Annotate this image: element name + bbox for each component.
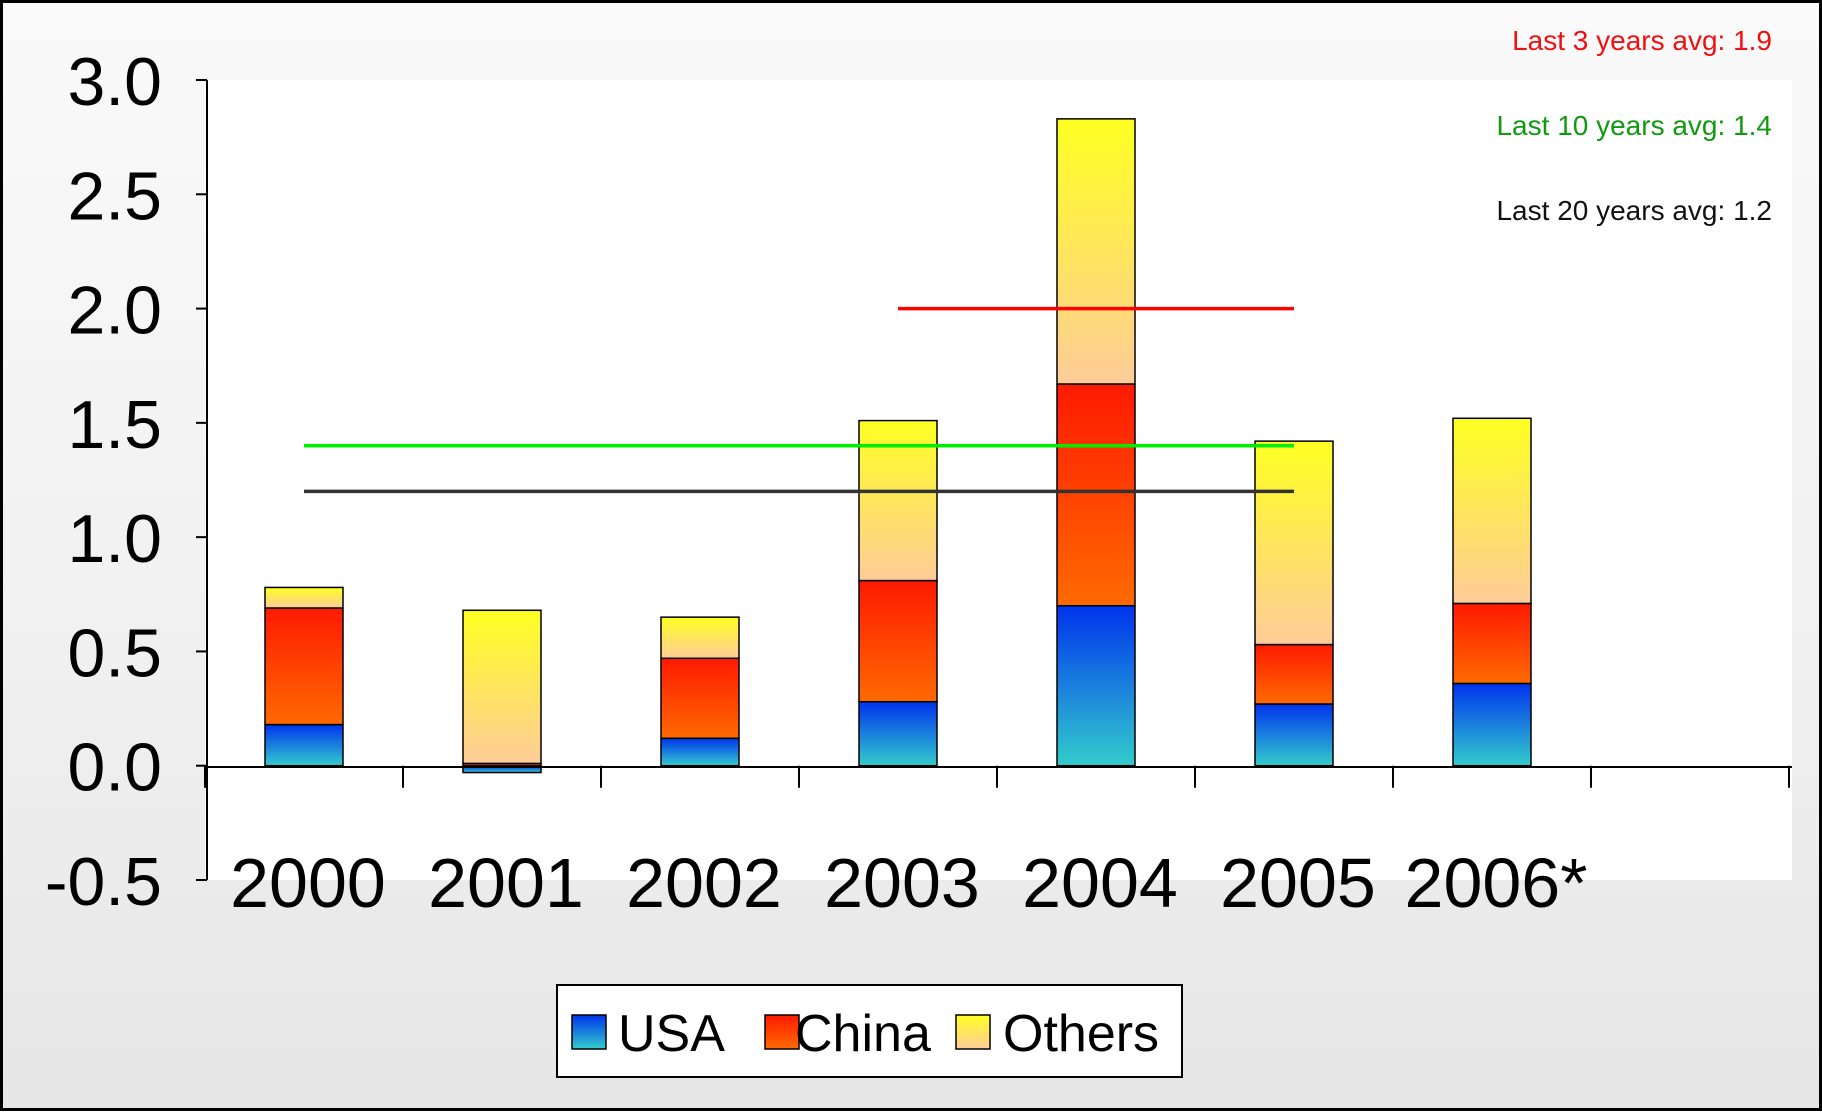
x-tick-label: 2000 [230,844,386,922]
bar-segment-usa [1452,682,1532,767]
x-tick-label: 2003 [824,844,980,922]
bar-segment-china [660,657,740,740]
bar-segment-china [1452,602,1532,685]
legend: USA China Others [556,984,1183,1078]
annotation-10yr-avg: Last 10 years avg: 1.4 [1496,110,1772,141]
x-axis-tick-labels: 2000 2001 2002 2003 2004 2005 2006* [230,844,1587,922]
y-tick-label: -0.5 [45,844,162,920]
x-tick-label: 2006* [1405,844,1588,922]
bar-segment-others [660,616,740,660]
bar-segment-others [1254,440,1334,646]
legend-swatch-others [955,1014,991,1050]
legend-label-china: China [795,1005,931,1063]
bar-segment-usa [1254,703,1334,767]
y-tick-label: 1.0 [67,501,162,577]
y-tick-label: 1.5 [67,387,162,463]
bar-segment-usa [858,700,938,767]
average-lines-layer [304,306,1294,494]
y-tick-label: 2.5 [67,158,162,234]
annotation-20yr-avg: Last 20 years avg: 1.2 [1496,195,1772,226]
legend-swatch-china [764,1014,800,1050]
bar-segment-usa [660,737,740,767]
y-tick-label: 0.0 [67,730,162,806]
y-tick-label: 0.5 [67,615,162,691]
bar-segment-china [858,579,938,703]
bar-segment-china [1254,643,1334,705]
legend-box [556,984,1183,1078]
bar-segment-others [462,609,542,765]
legend-label-usa: USA [618,1005,725,1063]
bar-segment-usa [1056,604,1136,767]
bars-layer [264,118,1532,774]
y-tick-label: 2.0 [67,273,162,349]
legend-swatch-usa [571,1014,607,1050]
bar-segment-others [264,586,344,609]
bar-segment-others [1452,417,1532,605]
annotation-3yr-avg: Last 3 years avg: 1.9 [1512,25,1772,56]
bar-segment-others [1056,118,1136,385]
legend-label-others: Others [1003,1005,1159,1063]
x-tick-label: 2005 [1220,844,1376,922]
bar-segment-usa [264,723,344,767]
bar-segment-china [264,607,344,726]
y-axis-tick-labels: 3.0 2.5 2.0 1.5 1.0 0.5 0.0 -0.5 [45,44,207,920]
x-tick-label: 2002 [626,844,782,922]
x-tick-label: 2001 [428,844,584,922]
y-tick-label: 3.0 [67,44,162,120]
axes-layer [204,80,1792,880]
x-tick-label: 2004 [1022,844,1178,922]
bar-segment-china [1056,383,1136,607]
